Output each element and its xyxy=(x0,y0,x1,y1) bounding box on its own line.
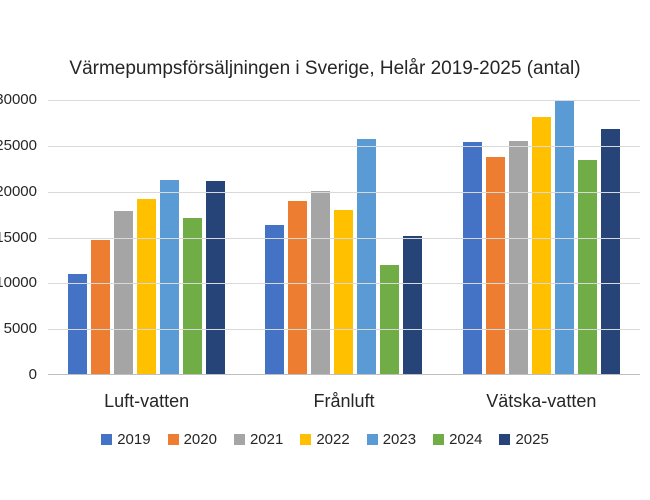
legend-item-2019: 2019 xyxy=(101,431,151,448)
legend-swatch-icon xyxy=(233,434,245,445)
legend: 2019 2020 2021 2022 2023 2024 2025 xyxy=(0,431,650,448)
legend-label: 2020 xyxy=(183,431,217,448)
bar-2020-luft-vatten xyxy=(91,240,111,375)
legend-item-2021: 2021 xyxy=(233,431,284,448)
legend-item-2022: 2022 xyxy=(300,431,350,448)
legend-label: 2024 xyxy=(449,431,483,448)
legend-item-2020: 2020 xyxy=(167,431,217,448)
y-axis-tick-label: 0 xyxy=(28,366,37,383)
bar-2023-luft-vatten xyxy=(160,179,180,375)
bar-2024-vätska-vatten xyxy=(577,159,597,375)
legend-label: 2025 xyxy=(515,431,549,448)
y-axis-tick-label: 25000 xyxy=(0,136,37,154)
category-label: Frånluft xyxy=(313,391,375,411)
bar-2025-luft-vatten xyxy=(206,180,226,375)
legend-swatch-icon xyxy=(499,434,511,445)
bar-2021-frånluft xyxy=(311,190,331,375)
bar-2025-frånluft xyxy=(403,235,423,375)
chart-title: Värmepumpsförsäljningen i Sverige, Helår… xyxy=(69,58,581,79)
bar-2024-frånluft xyxy=(380,265,400,375)
bar-2020-vätska-vatten xyxy=(485,156,505,375)
y-axis-tick-label: 15000 xyxy=(0,228,37,246)
legend-item-2023: 2023 xyxy=(366,431,417,448)
bar-2019-luft-vatten xyxy=(68,274,88,375)
y-axis-tick-label: 30000 xyxy=(0,91,37,108)
gridline xyxy=(48,283,640,285)
gridline xyxy=(48,145,640,147)
legend-swatch-icon xyxy=(433,434,445,445)
category-label: Vätska-vatten xyxy=(486,391,597,411)
legend-label: 2021 xyxy=(249,431,284,448)
gridline xyxy=(48,329,640,331)
gridline xyxy=(48,191,640,193)
bar-2021-luft-vatten xyxy=(114,210,134,375)
y-axis-tick-label: 20000 xyxy=(0,182,37,200)
bar-2024-luft-vatten xyxy=(183,218,203,375)
legend-label: 2019 xyxy=(117,431,151,448)
legend-item-2025: 2025 xyxy=(499,431,549,448)
category-label: Luft-vatten xyxy=(104,391,190,411)
bar-2021-vätska-vatten xyxy=(508,141,528,375)
bar-group xyxy=(48,100,245,375)
bar-group xyxy=(245,100,442,375)
legend-swatch-icon xyxy=(300,434,312,445)
gridline xyxy=(48,100,640,101)
gridline xyxy=(48,237,640,239)
bar-2020-frånluft xyxy=(288,200,308,375)
x-axis-line xyxy=(48,374,640,375)
plot-area xyxy=(48,100,640,375)
legend-swatch-icon xyxy=(366,434,378,445)
legend-swatch-icon xyxy=(101,434,113,445)
legend-item-2024: 2024 xyxy=(433,431,482,448)
bar-2022-vätska-vatten xyxy=(531,117,551,375)
bar-2022-frånluft xyxy=(334,210,354,375)
bar-groups xyxy=(48,100,640,375)
bar-2019-frånluft xyxy=(265,224,285,375)
bar-2025-vätska-vatten xyxy=(600,129,620,375)
bar-2019-vätska-vatten xyxy=(462,142,482,375)
legend-label: 2022 xyxy=(316,431,350,448)
bar-2022-luft-vatten xyxy=(137,199,157,375)
y-axis-tick-label: 10000 xyxy=(0,274,37,292)
bar-2023-frånluft xyxy=(357,138,377,375)
x-axis-category-labels: Luft-vatten Frånluft Vätska-vatten xyxy=(48,391,640,412)
legend-label: 2023 xyxy=(382,431,417,448)
y-axis-tick-label: 5000 xyxy=(3,320,37,338)
legend-swatch-icon xyxy=(167,434,179,445)
